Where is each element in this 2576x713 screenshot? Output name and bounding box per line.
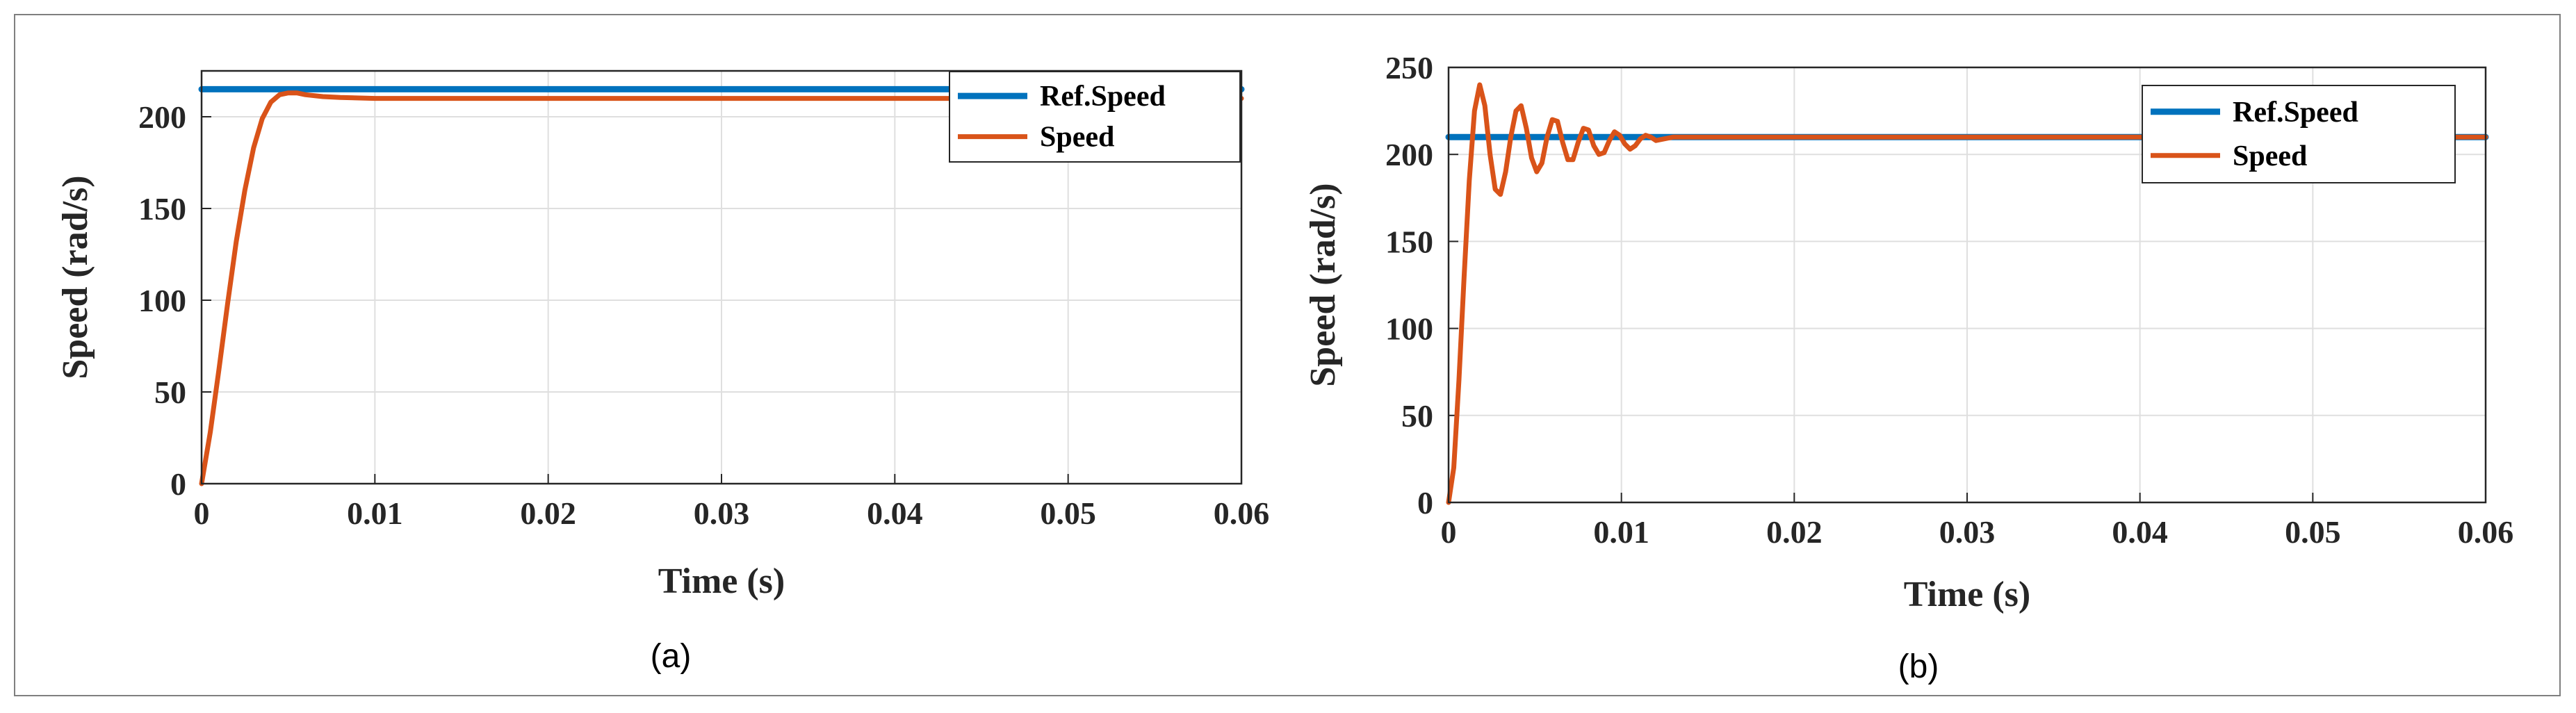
x-tick-label: 0.04 <box>2112 514 2168 550</box>
legend-label: Ref.Speed <box>1040 81 1166 113</box>
chart-a: 0 0.01 0.02 0.03 0.04 0.05 0.06 0 50 100 150 200 Tim… <box>56 69 1270 675</box>
y-tick-label: 50 <box>1401 398 1433 434</box>
legend-box <box>949 71 1241 163</box>
legend-label: Speed <box>2233 140 2307 172</box>
x-axis-label: Time (s) <box>1904 575 2030 614</box>
y-axis-label: Speed (rad/s) <box>1303 183 1343 386</box>
legend-label: Speed <box>1040 122 1114 154</box>
x-tick-label: 0.03 <box>1939 514 1996 550</box>
x-tick-label: 0 <box>1441 514 1457 550</box>
x-tick-label: 0.02 <box>1766 514 1823 550</box>
y-tick-label: 50 <box>154 375 186 410</box>
y-tick-label: 200 <box>1385 137 1433 172</box>
legend-box <box>2142 85 2456 183</box>
y-tick-label: 0 <box>170 466 186 502</box>
x-tick-label: 0.01 <box>347 495 403 531</box>
y-tick-label: 0 <box>1417 485 1433 521</box>
x-tick-label: 0.01 <box>1593 514 1649 550</box>
x-tick-label: 0.06 <box>2458 514 2514 550</box>
x-tick-label: 0.04 <box>867 495 923 531</box>
y-tick-label: 100 <box>1385 311 1433 347</box>
legend: Ref.Speed Speed <box>2142 85 2456 183</box>
x-axis-label: Time (s) <box>658 562 785 601</box>
y-tick-label: 200 <box>138 99 186 135</box>
x-tick-label: 0.03 <box>694 495 750 531</box>
x-tick-label: 0.05 <box>2285 514 2341 550</box>
axes-box <box>1447 66 2487 504</box>
x-tick-label: 0.02 <box>520 495 576 531</box>
x-tick-label: 0 <box>194 495 210 531</box>
axes-box <box>200 69 1243 485</box>
x-tick-label: 0.05 <box>1040 495 1096 531</box>
series-line-speed <box>199 90 1244 486</box>
y-tick-label: 150 <box>1385 224 1433 259</box>
y-tick-label: 150 <box>138 191 186 227</box>
chart-b: 0 0.01 0.02 0.03 0.04 0.05 0.06 0 50 100 150 200 250… <box>1303 50 2513 685</box>
panel-label: (a) <box>651 638 692 675</box>
x-tick-label: 0.06 <box>1214 495 1270 531</box>
y-axis-label: Speed (rad/s) <box>56 175 95 379</box>
y-tick-label: 250 <box>1385 50 1433 85</box>
y-tick-label: 100 <box>138 283 186 318</box>
series-line-speed <box>1446 82 2488 505</box>
legend-label: Ref.Speed <box>2233 97 2358 129</box>
panel-label: (b) <box>1898 648 1939 685</box>
legend: Ref.Speed Speed <box>949 71 1241 163</box>
